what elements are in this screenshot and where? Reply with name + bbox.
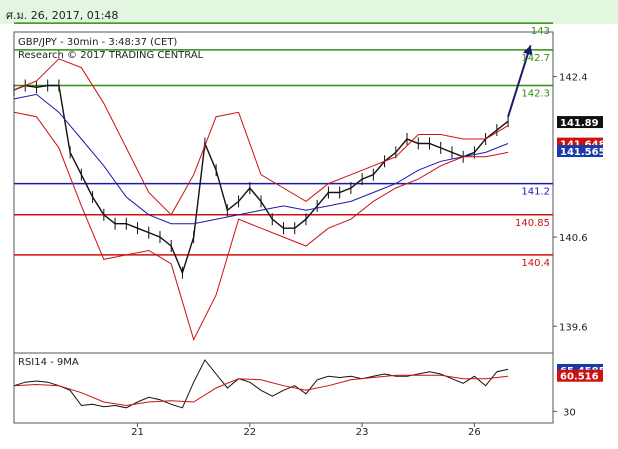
research-label: Research © 2017 TRADING CENTRAL xyxy=(18,50,204,61)
level-label-3: 141.2 xyxy=(521,187,550,198)
price-y-tick-label-0: 142.4 xyxy=(559,73,588,84)
forecast-arrow xyxy=(507,45,532,118)
x-tick-label-1: 22 xyxy=(243,427,256,438)
price-series-bollinger-lower xyxy=(13,111,509,341)
rsi-panel-frame xyxy=(13,352,554,424)
price-tag-0: 141.89 xyxy=(560,118,599,129)
price-y-tick-label-1: 140.6 xyxy=(559,233,588,244)
rsi-y-tick-label-0: 30 xyxy=(563,407,576,418)
x-tick-label-2: 23 xyxy=(356,427,369,438)
date-time-label: ศ.ม. 26, 2017, 01:48 xyxy=(6,9,119,22)
price-series-bollinger-upper xyxy=(13,58,509,216)
price-tag-2-bg xyxy=(557,145,603,158)
symbol-label: GBP/JPY - 30min - 3:48:37 (CET) xyxy=(18,37,177,48)
x-tick-label-0: 21 xyxy=(131,427,144,438)
level-label-5: 140.4 xyxy=(521,258,550,269)
level-label-4: 140.85 xyxy=(515,218,550,229)
x-tick-label-3: 26 xyxy=(468,427,481,438)
rsi-series-rsi-ma xyxy=(13,374,509,407)
level-label-0: 143 xyxy=(531,26,550,37)
level-label-1: 142.7 xyxy=(521,53,550,64)
price-y-tick-label-2: 139.6 xyxy=(559,322,588,333)
level-label-2: 142.3 xyxy=(521,89,550,100)
date-bar: ศ.ม. 26, 2017, 01:48 xyxy=(0,0,618,24)
price-tag-2: 141.565 xyxy=(560,147,606,158)
forecast-arrow-head xyxy=(523,45,533,56)
rsi-panel-label: RSI14 - 9MA xyxy=(18,357,79,368)
rsi-series-rsi xyxy=(13,359,509,409)
price-series-moving-average xyxy=(13,93,509,225)
price-panel-frame xyxy=(13,31,554,354)
rsi-tag-1: 60.516 xyxy=(560,372,599,383)
rsi-tag-1-bg xyxy=(557,369,603,382)
price-tag-0-bg xyxy=(557,116,603,129)
